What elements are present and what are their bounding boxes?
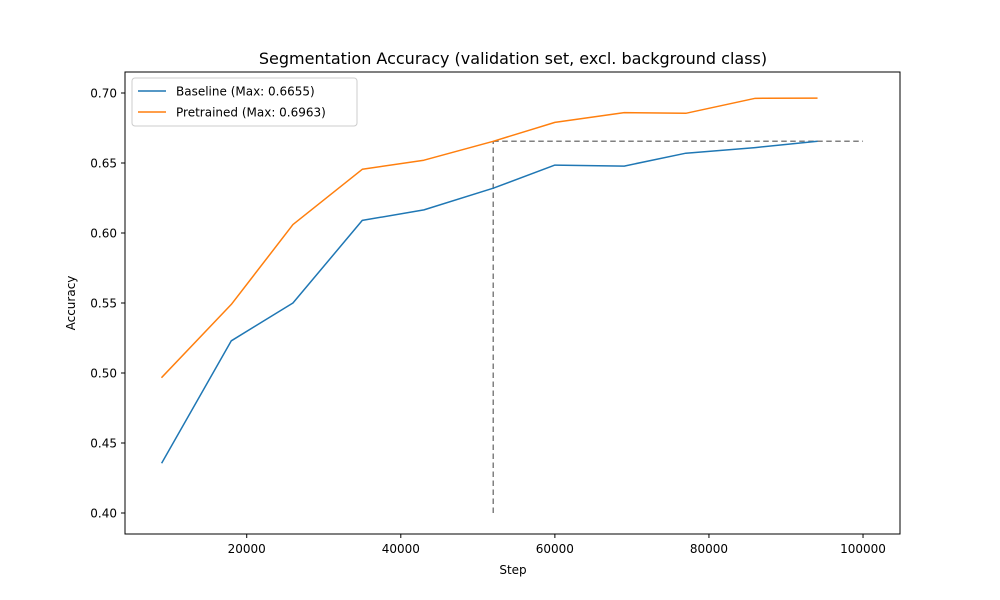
x-tick-label: 100000 xyxy=(840,542,886,556)
x-axis-label: Step xyxy=(499,563,526,577)
series-line-pretrained xyxy=(160,97,818,379)
y-axis: 0.40 0.45 0.50 0.55 0.60 0.65 0.70 xyxy=(90,87,125,521)
y-tick-label: 0.50 xyxy=(90,367,117,381)
chart-title: Segmentation Accuracy (validation set, e… xyxy=(259,49,767,68)
x-tick-label: 20000 xyxy=(228,542,266,556)
x-tick-label: 40000 xyxy=(382,542,420,556)
legend-box xyxy=(131,77,358,127)
y-tick-label: 0.55 xyxy=(90,297,117,311)
legend-label-pretrained: Pretrained (Max: 0.6963) xyxy=(176,106,326,120)
reference-lines xyxy=(492,140,864,513)
y-tick-label: 0.70 xyxy=(90,87,117,101)
y-tick-label: 0.45 xyxy=(90,437,117,451)
series-line-baseline xyxy=(160,140,818,464)
x-tick-label: 80000 xyxy=(690,542,728,556)
x-axis: 20000 40000 60000 80000 100000 xyxy=(228,534,886,556)
legend-label-baseline: Baseline (Max: 0.6655) xyxy=(176,85,315,99)
y-tick-label: 0.60 xyxy=(90,227,117,241)
legend: Baseline (Max: 0.6655) Pretrained (Max: … xyxy=(131,77,358,127)
y-tick-label: 0.40 xyxy=(90,507,117,521)
x-tick-label: 60000 xyxy=(536,542,574,556)
y-tick-label: 0.65 xyxy=(90,157,117,171)
y-axis-label: Accuracy xyxy=(64,276,78,331)
series-lines xyxy=(160,97,818,464)
